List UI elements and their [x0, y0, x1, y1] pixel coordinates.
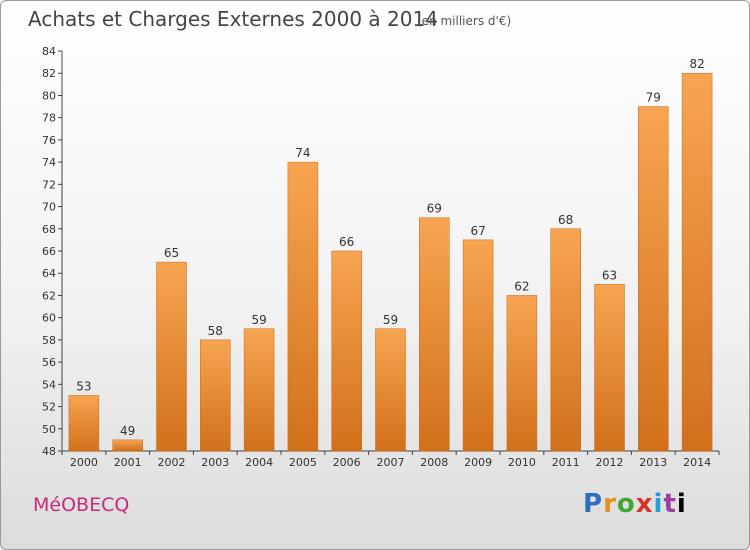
- x-tick-label: 2000: [70, 456, 98, 469]
- bar: [550, 228, 581, 452]
- y-tick-label: 52: [42, 401, 56, 414]
- x-tick-label: 2008: [420, 456, 448, 469]
- bar-value-label: 67: [470, 224, 485, 238]
- bar-value-label: 49: [120, 424, 135, 438]
- x-tick-label: 2011: [552, 456, 580, 469]
- chart-title: Achats et Charges Externes 2000 à 2014: [28, 7, 438, 31]
- chart-axes: 48 50 52 54 56 58 60 62 64 66 68 70 72 74 76 78 80 82 84 20…: [42, 45, 720, 469]
- x-tick-label: 2010: [508, 456, 536, 469]
- logo-letter: P: [583, 489, 604, 519]
- x-tick-label: 2002: [158, 456, 186, 469]
- bar-value-label: 63: [602, 268, 617, 282]
- bar: [375, 328, 406, 452]
- chart-value-labels: 53 49 65 58 59 74 66 59 69 67 62 68 63 79 82: [76, 57, 704, 438]
- proxiti-logo[interactable]: Proxiti: [583, 489, 687, 519]
- bar-value-label: 59: [251, 313, 266, 327]
- bar-value-label: 58: [208, 324, 223, 338]
- bar: [419, 217, 450, 452]
- bar-value-label: 65: [164, 246, 179, 260]
- bar: [462, 239, 494, 452]
- bar: [112, 439, 143, 452]
- bar-value-label: 79: [646, 91, 661, 105]
- x-tick-label: 2006: [333, 456, 361, 469]
- logo-letter: i: [653, 489, 664, 519]
- chart-subtitle: (en milliers d'€): [417, 14, 512, 28]
- bar: [331, 250, 362, 452]
- bar-value-label: 66: [339, 235, 354, 249]
- x-tick-label: 2004: [245, 456, 273, 469]
- y-tick-label: 82: [42, 67, 56, 80]
- x-tick-label: 2009: [464, 456, 492, 469]
- logo-letter: t: [663, 489, 677, 519]
- bar-value-label: 69: [427, 202, 442, 216]
- bar-value-label: 59: [383, 313, 398, 327]
- y-tick-label: 50: [42, 423, 56, 436]
- x-tick-label: 2007: [377, 456, 405, 469]
- bar: [287, 161, 319, 452]
- bar-value-label: 74: [295, 146, 310, 160]
- y-tick-label: 76: [42, 134, 56, 147]
- x-tick-label: 2012: [596, 456, 624, 469]
- y-tick-label: 70: [42, 201, 56, 214]
- bar-value-label: 68: [558, 213, 573, 227]
- logo-letter: o: [616, 489, 636, 519]
- bar: [506, 295, 538, 452]
- city-name: MéOBECQ: [33, 494, 130, 516]
- bar: [200, 339, 231, 452]
- y-tick-label: 56: [42, 356, 56, 369]
- x-tick-label: 2003: [201, 456, 229, 469]
- bar-value-label: 82: [689, 57, 704, 71]
- bar: [156, 261, 187, 452]
- bar: [681, 72, 713, 452]
- y-tick-label: 80: [42, 89, 56, 102]
- chart-bars: [68, 72, 713, 452]
- y-tick-label: 74: [42, 156, 56, 169]
- logo-letter: r: [603, 489, 617, 519]
- y-tick-label: 66: [42, 245, 56, 258]
- x-tick-label: 2005: [289, 456, 317, 469]
- y-tick-label: 48: [42, 445, 56, 458]
- y-tick-label: 54: [42, 378, 56, 391]
- bar-value-label: 62: [514, 279, 529, 293]
- x-tick-label: 2013: [639, 456, 667, 469]
- logo-letter: x: [635, 489, 654, 519]
- bar-value-label: 53: [76, 379, 91, 393]
- x-tick-label: 2014: [683, 456, 711, 469]
- y-tick-label: 62: [42, 289, 56, 302]
- bar: [638, 106, 669, 452]
- y-tick-label: 78: [42, 112, 56, 125]
- y-tick-label: 84: [42, 45, 56, 58]
- bar: [243, 328, 275, 452]
- y-tick-label: 68: [42, 223, 56, 236]
- bar: [594, 284, 625, 452]
- x-tick-label: 2001: [114, 456, 142, 469]
- bar: [68, 395, 100, 452]
- logo-letter: i: [676, 489, 687, 519]
- y-tick-label: 60: [42, 312, 56, 325]
- y-tick-label: 58: [42, 334, 56, 347]
- y-tick-label: 72: [42, 178, 56, 191]
- y-tick-label: 64: [42, 267, 56, 280]
